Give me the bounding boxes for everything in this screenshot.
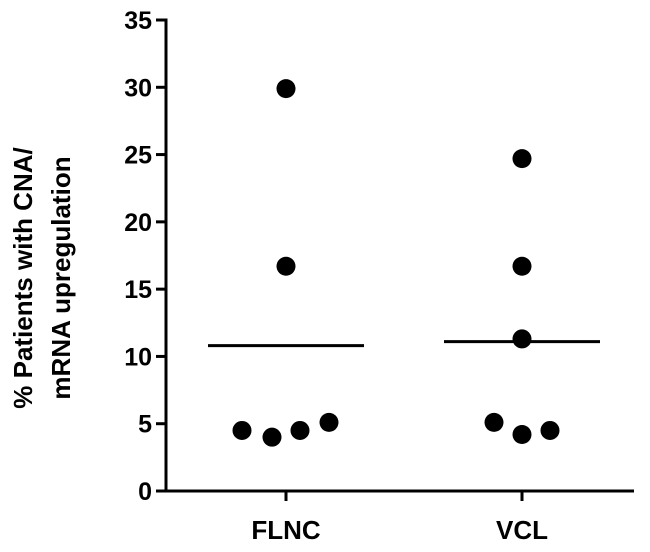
y-tick-label: 5 (138, 411, 152, 439)
data-point (540, 420, 560, 440)
x-axis: FLNC VCL (164, 489, 634, 545)
y-axis-title-line-2: mRNA upregulation (46, 156, 76, 399)
data-point (319, 412, 339, 432)
y-axis-title-line-1: % Patients with CNA/ (8, 147, 38, 408)
y-tick-label: 0 (138, 478, 152, 506)
y-tick-label: 30 (124, 74, 152, 102)
x-tick-label: VCL (496, 515, 548, 545)
y-tick-label: 20 (124, 209, 152, 237)
y-axis-title: % Patients with CNA/ mRNA upregulation (8, 147, 76, 408)
y-tick-label: 35 (124, 7, 152, 35)
data-point (276, 256, 296, 276)
data-point (484, 412, 504, 432)
data-point (290, 420, 310, 440)
y-tick-label: 10 (124, 343, 152, 371)
data-point (512, 149, 532, 169)
y-tick-label: 25 (124, 142, 152, 170)
plot-marks (208, 79, 600, 447)
data-point (512, 256, 532, 276)
data-point (512, 329, 532, 349)
y-tick-label: 15 (124, 276, 152, 304)
data-point (276, 79, 296, 99)
data-point (262, 427, 282, 447)
data-point (512, 424, 532, 444)
x-tick-label: FLNC (251, 515, 321, 545)
data-point (232, 420, 252, 440)
y-axis: 0 5 10 15 20 25 30 35 (124, 7, 168, 506)
